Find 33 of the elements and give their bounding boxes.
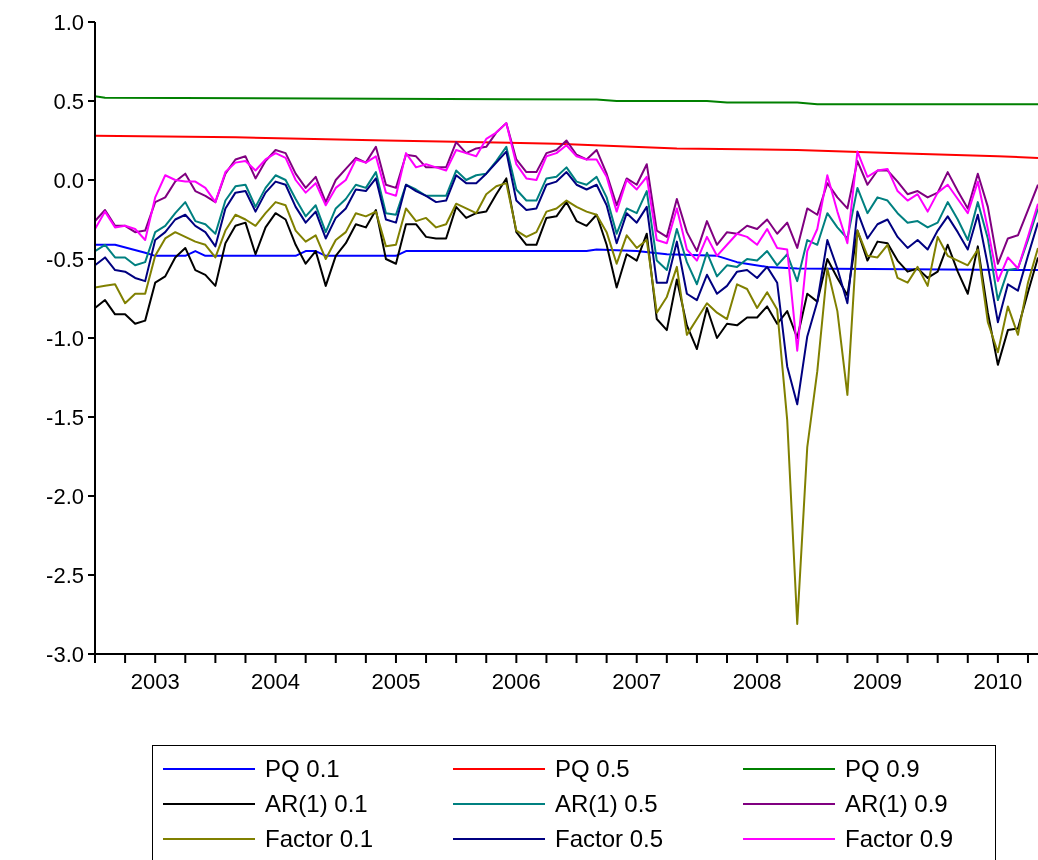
legend-label: AR(1) 0.1 <box>265 789 368 819</box>
legend-label: PQ 0.1 <box>265 754 340 784</box>
x-tick-label: 2003 <box>130 668 180 694</box>
legend-label: PQ 0.5 <box>555 754 630 784</box>
x-tick-label: 2008 <box>732 668 782 694</box>
x-tick-label: 2009 <box>853 668 902 694</box>
x-tick-label: 2006 <box>491 668 541 694</box>
y-tick-label: 0.0 <box>53 167 84 193</box>
legend-label: Factor 0.1 <box>265 824 374 854</box>
y-tick-label: 0.5 <box>53 88 84 114</box>
legend-label: Factor 0.9 <box>845 824 954 854</box>
line-series <box>95 95 1038 106</box>
y-tick-label: -2.0 <box>46 483 84 509</box>
line-series <box>95 243 1038 272</box>
y-tick-label: -1.5 <box>46 404 84 430</box>
line-series <box>95 122 1038 352</box>
line-series <box>95 134 1038 159</box>
x-tick-label: 2010 <box>973 668 1023 694</box>
x-tick-label: 2007 <box>612 668 662 694</box>
line-series <box>95 182 1038 625</box>
y-tick-label: -2.5 <box>46 562 84 588</box>
y-tick-label: -1.0 <box>46 325 84 351</box>
legend-label: Factor 0.5 <box>555 824 664 854</box>
y-tick-label: 1.0 <box>53 9 84 35</box>
legend-label: PQ 0.9 <box>845 754 920 784</box>
y-tick-label: -3.0 <box>46 641 84 667</box>
x-tick-label: 2004 <box>251 668 301 694</box>
legend-label: AR(1) 0.9 <box>845 789 948 819</box>
line-series <box>95 145 1038 302</box>
x-tick-label: 2005 <box>371 668 421 694</box>
y-tick-label: -0.5 <box>46 246 84 272</box>
legend-label: AR(1) 0.5 <box>555 789 658 819</box>
line-series <box>95 150 1038 406</box>
